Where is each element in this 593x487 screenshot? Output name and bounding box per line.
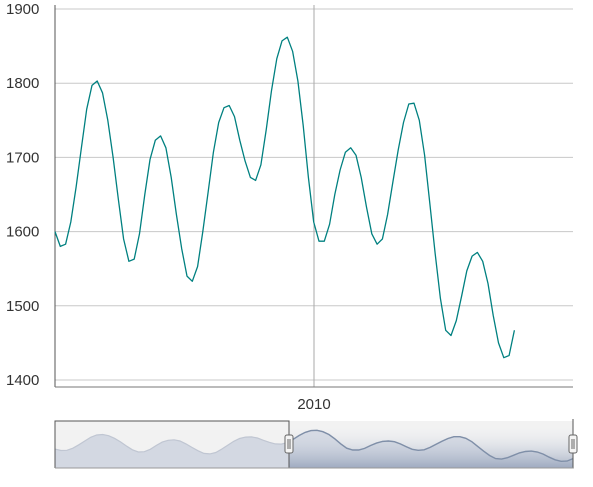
y-tick-label-1400: 1400 bbox=[6, 372, 39, 389]
navigator-right-handle[interactable] bbox=[568, 434, 578, 454]
series-line bbox=[54, 36, 516, 359]
navigator[interactable] bbox=[54, 419, 578, 469]
handle-body[interactable] bbox=[568, 434, 578, 454]
navigator-left-handle[interactable] bbox=[284, 434, 294, 454]
grid-lines bbox=[55, 5, 573, 387]
x-axis-tick-labels: 2010 bbox=[297, 396, 330, 413]
y-tick-label-1500: 1500 bbox=[6, 298, 39, 315]
series-line-group bbox=[54, 36, 516, 359]
handle-body[interactable] bbox=[284, 434, 294, 454]
navigator-selected-range[interactable] bbox=[289, 421, 573, 468]
y-tick-label-1900: 1900 bbox=[6, 1, 39, 18]
x-tick-label-2010: 2010 bbox=[297, 396, 330, 413]
y-tick-label-1800: 1800 bbox=[6, 75, 39, 92]
y-tick-label-1600: 1600 bbox=[6, 224, 39, 241]
axes bbox=[54, 5, 573, 388]
y-tick-label-1700: 1700 bbox=[6, 149, 39, 166]
navigator-line-selected bbox=[292, 429, 574, 463]
y-axis-tick-labels: 1900 1800 1700 1600 1500 1400 bbox=[6, 1, 39, 389]
